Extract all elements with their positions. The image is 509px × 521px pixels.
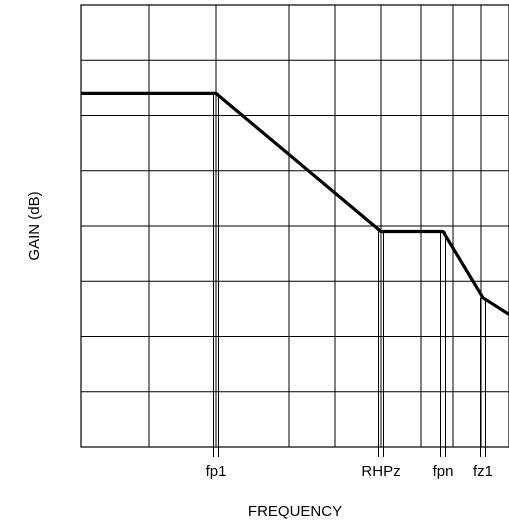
horizontal-gridlines: [81, 59, 509, 393]
y-axis-label: GAIN (dB): [26, 191, 43, 260]
x-tick-label-fz1: fz1: [473, 463, 493, 480]
plot-frame: [80, 4, 509, 448]
x-tick-label-rhpz: RHPz: [361, 463, 400, 480]
x-axis-label: FREQUENCY: [248, 503, 342, 520]
breakpoint-markers: [213, 93, 486, 457]
series-line: [81, 91, 509, 316]
x-tick-label-fpn: fpn: [433, 463, 454, 480]
x-tick-labels: fp1 RHPz fpn fz1: [206, 463, 493, 480]
vertical-gridlines: [148, 5, 482, 447]
x-tick-label-fp1: fp1: [206, 463, 227, 480]
